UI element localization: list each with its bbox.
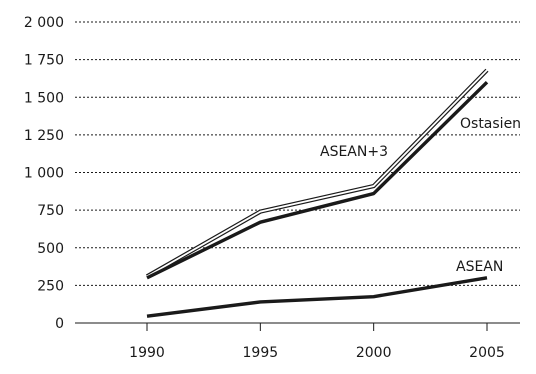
series-line-asean-3: [145, 68, 489, 279]
x-tick-label: 2005: [469, 345, 505, 361]
y-tick-label: 250: [37, 278, 64, 294]
y-tick-label: 1 750: [24, 53, 64, 69]
series-label-asean3: ASEAN+3: [320, 144, 388, 160]
y-tick-label: 1 250: [24, 128, 64, 144]
y-tick-label: 500: [37, 241, 64, 257]
y-axis-tick-labels: 0 250 500 750 1 000 1 250 1 500 1 750 2 000: [24, 15, 64, 332]
y-tick-label: 1 000: [24, 166, 64, 182]
series-labels: ASEAN+3 Ostasien ASEAN: [320, 116, 521, 275]
x-tick-label: 1990: [129, 345, 165, 361]
x-tick-label: 1995: [243, 345, 279, 361]
x-axis: 1990 1995 2000 2005: [75, 322, 520, 361]
series-label-asean: ASEAN: [456, 259, 503, 275]
series-lines: [145, 68, 489, 318]
series-line-asean: [146, 276, 488, 318]
series-line-core-asean-3: [146, 69, 488, 278]
series-label-ostasien: Ostasien: [460, 116, 521, 132]
series-line-ostasien: [146, 80, 489, 280]
y-tick-label: 750: [37, 203, 64, 219]
grid-lines: [75, 21, 520, 324]
y-tick-label: 1 500: [24, 90, 64, 106]
x-tick-label: 2000: [356, 345, 392, 361]
y-tick-label: 2 000: [24, 15, 64, 31]
y-tick-label: 0: [55, 316, 64, 332]
